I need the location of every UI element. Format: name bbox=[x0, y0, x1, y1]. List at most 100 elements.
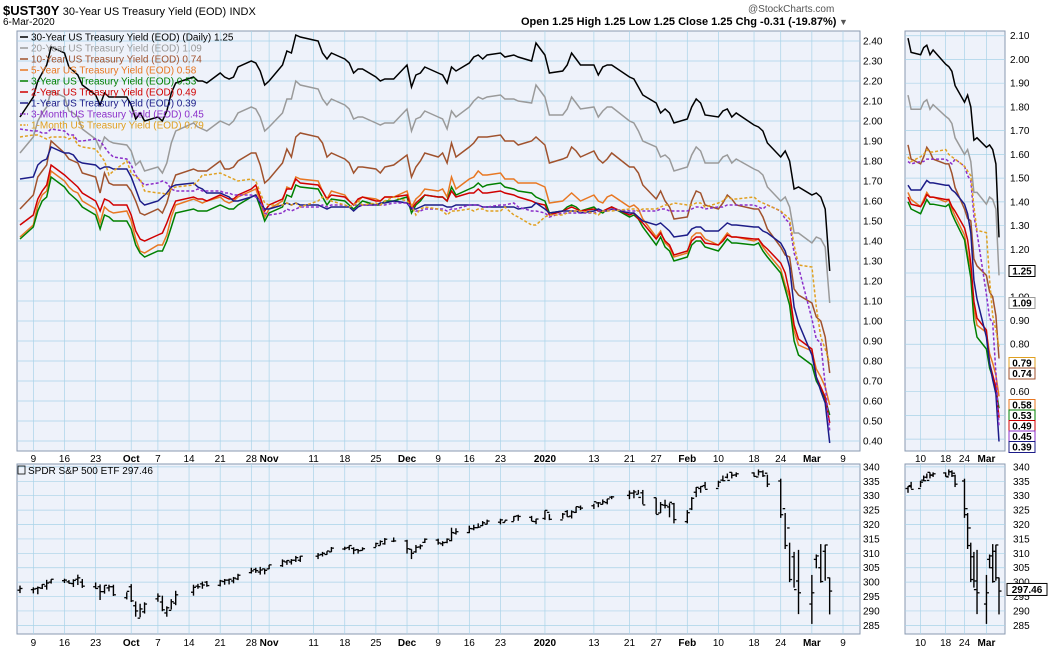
main-ohlc-bar bbox=[782, 508, 788, 549]
zoom-ohlc-bar bbox=[949, 470, 955, 477]
main-ohlc-bar bbox=[231, 576, 237, 584]
main-ohlc-bar bbox=[698, 485, 704, 493]
panel-2 bbox=[904, 30, 1006, 452]
main-ohlc-bar bbox=[787, 527, 793, 583]
main-ohlc-bar bbox=[279, 559, 285, 567]
main-xtick-label: 27 bbox=[651, 638, 663, 649]
main-ohlc-bar bbox=[422, 538, 428, 544]
main-ohlc-bar bbox=[502, 519, 508, 524]
main-ohlc-bar bbox=[515, 514, 521, 521]
main-xtick-label: 25 bbox=[370, 638, 382, 649]
panel-3 bbox=[904, 463, 1006, 635]
zoom-ohlc-bar bbox=[918, 480, 924, 490]
main-ohlc-bar bbox=[93, 582, 99, 590]
yields-ytick-label: 1.00 bbox=[863, 317, 883, 328]
main-ohlc-bar bbox=[382, 538, 388, 545]
main-xtick-label: 25 bbox=[370, 454, 382, 465]
main-ohlc-bar bbox=[720, 475, 726, 482]
main-xtick-label: 28 bbox=[246, 454, 258, 465]
main-ohlc-bar bbox=[631, 489, 637, 499]
legend-entry: 2-Year US Treasury Yield (EOD) 0.49 bbox=[31, 88, 197, 99]
main-ohlc-bar bbox=[159, 595, 165, 612]
main-ohlc-bar bbox=[61, 578, 67, 583]
last-value-label: 0.49 bbox=[1012, 422, 1032, 433]
main-ohlc-bar bbox=[578, 505, 584, 511]
main-ohlc-bar bbox=[320, 551, 326, 557]
zoom-ohlc-bar bbox=[993, 544, 999, 581]
zoom-spy-ytick-label: 340 bbox=[1013, 462, 1030, 473]
zoom-yields-ytick-label: 1.90 bbox=[1010, 79, 1030, 90]
zoom-yields-ytick-label: 1.80 bbox=[1010, 102, 1030, 113]
main-ohlc-bar bbox=[609, 495, 615, 500]
legend-entry: 3-Year US Treasury Yield (EOD) 0.53 bbox=[31, 77, 197, 88]
main-ohlc-bar bbox=[724, 473, 730, 482]
main-xtick-label: 21 bbox=[215, 454, 227, 465]
main-ohlc-bar bbox=[293, 555, 299, 562]
zoom-yields-ytick-label: 1.20 bbox=[1010, 245, 1030, 256]
main-ohlc-bar bbox=[600, 499, 606, 505]
main-xtick-label: 24 bbox=[775, 638, 787, 649]
main-ohlc-bar bbox=[591, 501, 597, 509]
main-ohlc-bar bbox=[360, 547, 366, 552]
zoom-spy-ytick-label: 285 bbox=[1013, 621, 1030, 632]
main-xtick-label: 24 bbox=[775, 454, 787, 465]
zoom-yields-ytick-label: 1.60 bbox=[1010, 150, 1030, 161]
series-line-3 bbox=[19, 169, 831, 406]
main-ohlc-bar bbox=[408, 548, 414, 560]
main-ohlc-bar bbox=[791, 551, 797, 591]
zoom-yields-ytick-label: 2.00 bbox=[1010, 55, 1030, 66]
legend-entry: 10-Year US Treasury Yield (EOD) 0.74 bbox=[31, 55, 202, 66]
zoom-series-line-8 bbox=[907, 148, 1000, 347]
main-xtick-label: 23 bbox=[90, 638, 102, 649]
zoom-spy-ytick-label: 330 bbox=[1013, 491, 1030, 502]
main-ohlc-bar bbox=[164, 606, 170, 617]
main-xtick-label: 2020 bbox=[534, 638, 557, 649]
main-xtick-label: 21 bbox=[624, 454, 636, 465]
series-line-0 bbox=[19, 33, 831, 272]
zoom-spy-ytick-label: 290 bbox=[1013, 606, 1030, 617]
last-value-tag: 0.74 bbox=[1008, 367, 1036, 380]
last-value-label: 1.25 bbox=[1012, 267, 1032, 278]
main-ohlc-bar bbox=[266, 564, 272, 570]
zoom-series-line-0 bbox=[907, 37, 1000, 238]
main-xtick-label: 9 bbox=[31, 454, 37, 465]
main-xtick-label: 21 bbox=[624, 638, 636, 649]
main-xtick-label: 18 bbox=[748, 454, 760, 465]
main-ohlc-bar bbox=[328, 546, 334, 553]
spy-ytick-label: 325 bbox=[863, 506, 880, 517]
main-ohlc-bar bbox=[653, 497, 659, 516]
legend-entry: 1-Year US Treasury Yield (EOD) 0.39 bbox=[31, 99, 197, 110]
yields-ytick-label: 2.10 bbox=[863, 97, 883, 108]
zoom-ohlc-bar bbox=[961, 478, 967, 518]
main-ohlc-bar bbox=[475, 523, 481, 529]
main-ohlc-bar bbox=[818, 544, 824, 583]
spy-ytick-label: 320 bbox=[863, 520, 880, 531]
symbol: $UST30Y bbox=[3, 3, 60, 18]
main-ohlc-bar bbox=[435, 538, 441, 545]
main-xtick-label: 13 bbox=[588, 638, 600, 649]
main-ohlc-bar bbox=[764, 472, 770, 488]
main-xtick-label: 9 bbox=[840, 454, 846, 465]
main-ohlc-bar bbox=[391, 537, 397, 543]
zoom-spy-ytick-label: 310 bbox=[1013, 549, 1030, 560]
main-ohlc-bar bbox=[640, 489, 646, 506]
last-value-label: 0.53 bbox=[1012, 411, 1032, 422]
zoom-spy-ytick-label: 305 bbox=[1013, 563, 1030, 574]
main-xtick-label: 10 bbox=[713, 454, 725, 465]
zoom-series-line-7 bbox=[907, 158, 1000, 428]
zoom-spy-ytick-label: 320 bbox=[1013, 520, 1030, 531]
yields-ytick-label: 1.90 bbox=[863, 137, 883, 148]
main-ohlc-bar bbox=[110, 584, 116, 596]
zoom-xtick-label: 24 bbox=[959, 638, 971, 649]
main-xtick-label: Nov bbox=[260, 638, 279, 649]
spy-ytick-label: 285 bbox=[863, 621, 880, 632]
main-ohlc-bar bbox=[453, 528, 459, 535]
spy-ytick-label: 295 bbox=[863, 592, 880, 603]
zoom-series-line-4 bbox=[907, 197, 1000, 409]
yields-ytick-label: 0.90 bbox=[863, 337, 883, 348]
main-xtick-label: Oct bbox=[123, 638, 140, 649]
zoom-yields-ytick-label: 0.60 bbox=[1010, 387, 1030, 398]
zoom-xtick-label: 18 bbox=[940, 638, 952, 649]
spy-ytick-label: 330 bbox=[863, 491, 880, 502]
